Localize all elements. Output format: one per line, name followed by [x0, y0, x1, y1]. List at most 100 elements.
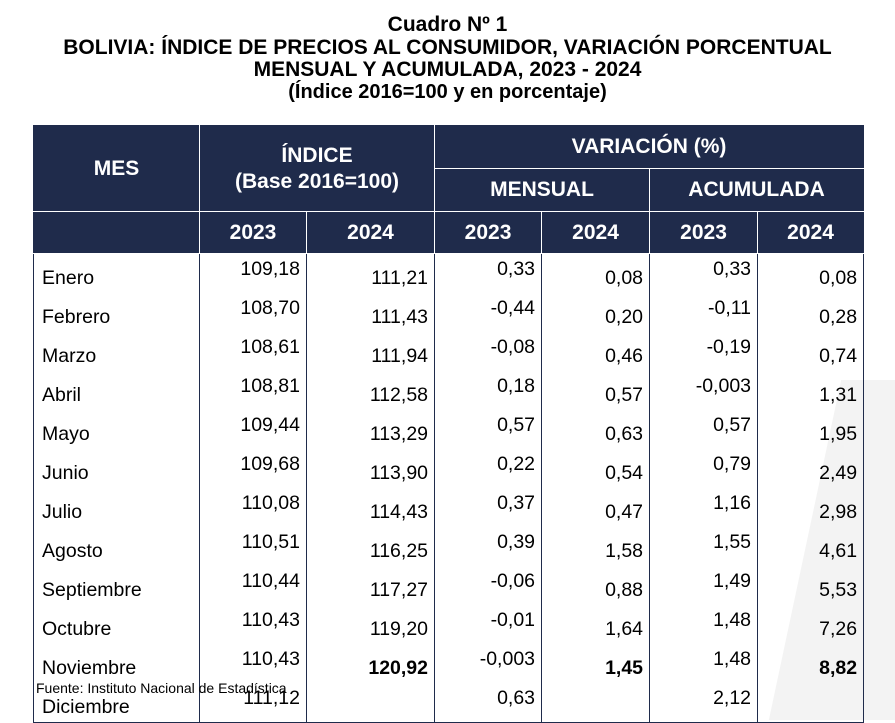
index-2024-cell	[305, 683, 436, 723]
table-row: Noviembre 110,43 120,92 -0,003 1,45 1,48…	[33, 644, 865, 683]
monthly-2024-cell: 0,08	[541, 253, 651, 293]
monthly-2024-cell: 0,57	[541, 371, 651, 410]
table-row: Enero 109,18 111,21 0,33 0,08 0,33 0,08	[33, 253, 865, 293]
index-2024-cell: 114,43	[305, 488, 436, 527]
cumulative-2023-cell: 2,12	[649, 683, 759, 723]
table-row: Junio 109,68 113,90 0,22 0,54 0,79 2,49	[33, 449, 865, 488]
month-cell: Julio	[33, 488, 200, 527]
month-cell: Septiembre	[33, 566, 200, 605]
header-mensual: MENSUAL	[434, 168, 651, 212]
monthly-2024-cell: 0,88	[541, 566, 651, 605]
month-cell: Marzo	[33, 332, 200, 371]
cumulative-2024-cell: 8,82	[757, 644, 865, 683]
table-title: BOLIVIA: ÍNDICE DE PRECIOS AL CONSUMIDOR…	[63, 35, 832, 59]
header-year: 2024	[305, 211, 436, 254]
header-acumulada: ACUMULADA	[649, 168, 865, 212]
monthly-2023-cell: -0,08	[434, 332, 543, 371]
cumulative-2023-cell: 1,48	[649, 605, 759, 644]
cumulative-2023-cell: -0,11	[649, 293, 759, 332]
table-title-line2: MENSUAL Y ACUMULADA, 2023 - 2024	[253, 58, 642, 81]
index-2024-cell: 112,58	[305, 371, 436, 410]
index-2023-cell: 109,44	[199, 410, 307, 449]
index-2023-cell: 109,18	[199, 253, 307, 293]
index-2023-cell: 108,70	[199, 293, 307, 332]
index-2024-cell: 111,43	[305, 293, 436, 332]
table-row: Mayo 109,44 113,29 0,57 0,63 0,57 1,95	[33, 410, 865, 449]
cpi-table: MES ÍNDICE (Base 2016=100) VARIACIÓN (%)…	[33, 125, 865, 723]
table-row: Febrero 108,70 111,43 -0,44 0,20 -0,11 0…	[33, 293, 865, 332]
index-2023-cell: 110,44	[199, 566, 307, 605]
cumulative-2024-cell: 1,31	[757, 371, 865, 410]
monthly-2023-cell: 0,18	[434, 371, 543, 410]
table-row: Agosto 110,51 116,25 0,39 1,58 1,55 4,61	[33, 527, 865, 566]
header-year: 2023	[434, 211, 543, 254]
table-row: Abril 108,81 112,58 0,18 0,57 -0,003 1,3…	[33, 371, 865, 410]
index-2023-cell: 108,81	[199, 371, 307, 410]
monthly-2024-cell: 0,54	[541, 449, 651, 488]
header-indice: ÍNDICE (Base 2016=100)	[198, 125, 436, 212]
month-cell: Noviembre	[33, 644, 200, 683]
cumulative-2023-cell: -0,19	[649, 332, 759, 371]
index-2023-cell: 110,51	[199, 527, 307, 566]
cumulative-2023-cell: 0,57	[649, 410, 759, 449]
cumulative-2024-cell: 0,08	[757, 253, 865, 293]
monthly-2023-cell: 0,37	[434, 488, 543, 527]
cumulative-2024-cell: 2,98	[757, 488, 865, 527]
cumulative-2024-cell: 5,53	[757, 566, 865, 605]
index-2023-cell: 110,43	[199, 644, 307, 683]
header-year: 2023	[199, 211, 307, 254]
cumulative-2023-cell: 1,16	[649, 488, 759, 527]
month-cell: Abril	[33, 371, 200, 410]
cumulative-2023-cell: 0,33	[649, 253, 759, 293]
monthly-2023-cell: -0,44	[434, 293, 543, 332]
table-row: Octubre 110,43 119,20 -0,01 1,64 1,48 7,…	[33, 605, 865, 644]
table-row: Marzo 108,61 111,94 -0,08 0,46 -0,19 0,7…	[33, 332, 865, 371]
index-2024-cell: 119,20	[305, 605, 436, 644]
cumulative-2024-cell: 0,74	[757, 332, 865, 371]
monthly-2024-cell: 0,20	[541, 293, 651, 332]
table-row: Septiembre 110,44 117,27 -0,06 0,88 1,49…	[33, 566, 865, 605]
month-cell: Febrero	[33, 293, 200, 332]
cumulative-2023-cell: 1,55	[649, 527, 759, 566]
index-2024-cell: 111,21	[305, 253, 436, 293]
cumulative-2023-cell: 0,79	[649, 449, 759, 488]
monthly-2023-cell: -0,01	[434, 605, 543, 644]
index-2024-cell: 111,94	[305, 332, 436, 371]
header-mes: MES	[33, 125, 200, 212]
table-row: Julio 110,08 114,43 0,37 0,47 1,16 2,98	[33, 488, 865, 527]
month-cell: Mayo	[33, 410, 200, 449]
cumulative-2023-cell: 1,48	[649, 644, 759, 683]
cumulative-2024-cell: 7,26	[757, 605, 865, 644]
cumulative-2024-cell: 1,95	[757, 410, 865, 449]
index-2024-cell: 117,27	[305, 566, 436, 605]
index-2024-cell: 113,90	[305, 449, 436, 488]
monthly-2023-cell: 0,33	[434, 253, 543, 293]
table-subtitle: (Índice 2016=100 y en porcentaje)	[288, 80, 607, 103]
header-blank	[33, 211, 200, 254]
title-block: Cuadro Nº 1 BOLIVIA: ÍNDICE DE PRECIOS A…	[0, 13, 895, 103]
month-cell: Octubre	[33, 605, 200, 644]
month-cell: Enero	[33, 253, 200, 293]
header-year: 2023	[649, 211, 759, 254]
cumulative-2024-cell: 0,28	[757, 293, 865, 332]
monthly-2024-cell: 0,46	[541, 332, 651, 371]
header-year: 2024	[541, 211, 651, 254]
monthly-2023-cell: -0,003	[434, 644, 543, 683]
monthly-2024-cell: 0,63	[541, 410, 651, 449]
monthly-2024-cell	[541, 683, 651, 723]
index-2023-cell: 110,43	[199, 605, 307, 644]
monthly-2024-cell: 1,58	[541, 527, 651, 566]
index-2023-cell: 110,08	[199, 488, 307, 527]
monthly-2023-cell: -0,06	[434, 566, 543, 605]
header-variacion: VARIACIÓN (%)	[434, 125, 865, 169]
header-year: 2024	[757, 211, 865, 254]
index-2024-cell: 116,25	[305, 527, 436, 566]
cumulative-2023-cell: 1,49	[649, 566, 759, 605]
index-2024-cell: 113,29	[305, 410, 436, 449]
table-number: Cuadro Nº 1	[387, 13, 508, 36]
monthly-2023-cell: 0,63	[434, 683, 543, 723]
month-cell: Agosto	[33, 527, 200, 566]
monthly-2023-cell: 0,22	[434, 449, 543, 488]
header-indice-label: ÍNDICE	[281, 143, 353, 167]
index-2023-cell: 108,61	[199, 332, 307, 371]
